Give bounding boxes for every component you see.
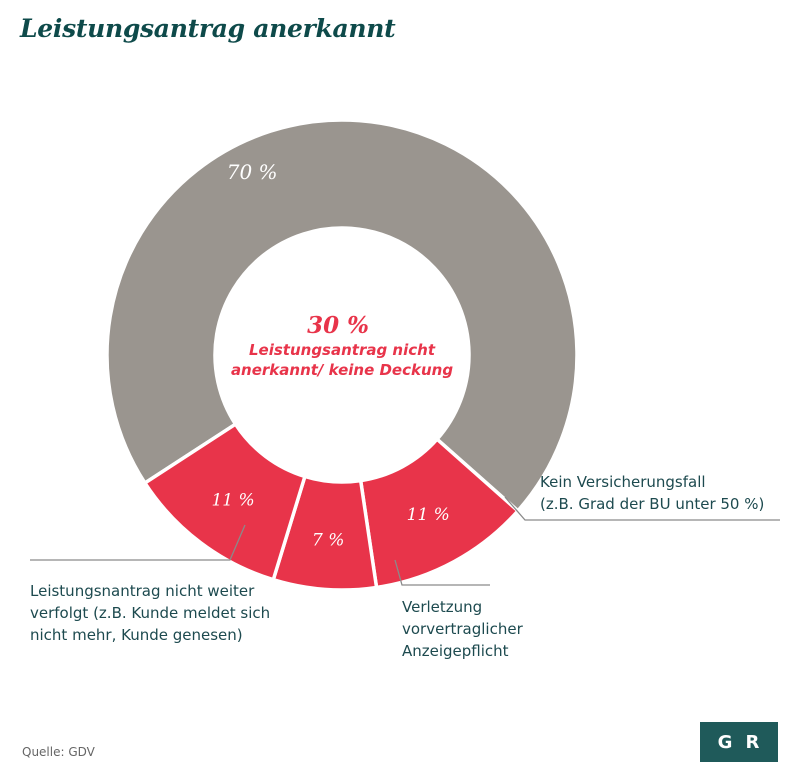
leader-line-kein-versicherungsfall — [504, 496, 780, 521]
slice-label-2: 11 % — [407, 505, 450, 525]
gr-logo: G R — [700, 722, 778, 762]
center-text-line1: Leistungsantrag nicht — [249, 341, 436, 359]
center-value: 30 % — [307, 312, 369, 339]
annotation-verletzung: Verletzung vorvertraglicher Anzeigepflic… — [402, 598, 528, 660]
logo-letter-g: G — [717, 731, 734, 753]
chart-title: Leistungsantrag anerkannt — [20, 14, 396, 43]
slice-4 — [142, 421, 308, 582]
slice-label-4: 11 % — [211, 491, 254, 511]
slice-label-3: 7 % — [312, 530, 344, 550]
leader-line-nicht-weiter-verfolgt — [30, 524, 246, 561]
annotation-kein-versicherungsfall: Kein Versicherungsfall (z.B. Grad der BU… — [540, 473, 764, 513]
slice-labels: 70 % 11 % 7 % 11 % — [211, 160, 449, 551]
slice-label-1: 70 % — [227, 160, 278, 184]
source-note: Quelle: GDV — [22, 745, 95, 759]
center-text-line2: anerkannt/ keine Deckung — [231, 361, 453, 379]
logo-letter-r: R — [745, 731, 761, 753]
annotation-nicht-weiter-verfolgt: Leistungsnantrag nicht weiter verfolgt (… — [30, 582, 275, 644]
slice-1 — [105, 118, 579, 514]
leader-line-verletzung — [394, 559, 490, 586]
slices — [105, 118, 579, 592]
